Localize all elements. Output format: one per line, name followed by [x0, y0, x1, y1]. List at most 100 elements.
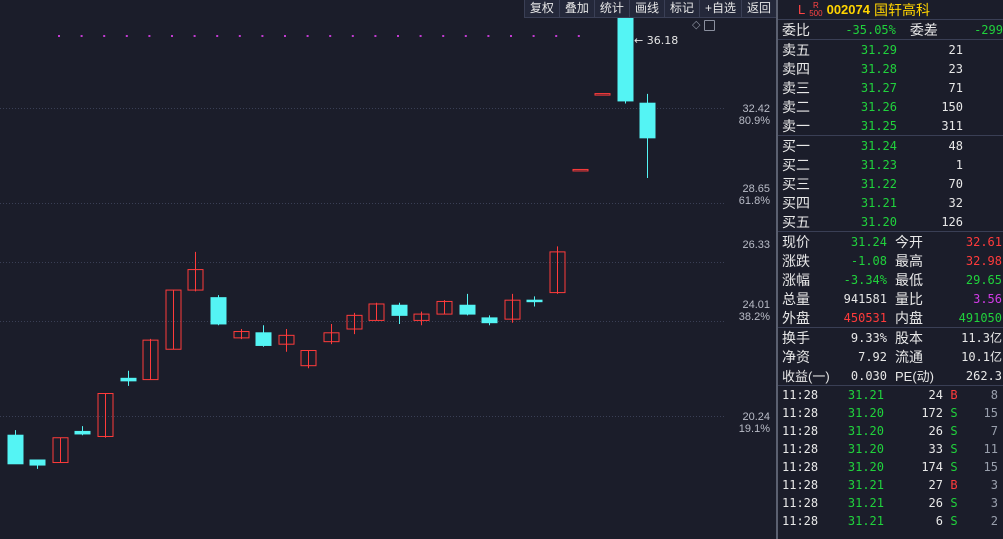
bid-row[interactable]: 买五 31.20 126 [778, 212, 1003, 231]
candle-body [504, 299, 521, 320]
tick-volume: 172 [921, 406, 943, 420]
ask-row[interactable]: 卖一 31.25 311 [778, 116, 1003, 135]
current-price-label: 现价 [782, 233, 810, 250]
tick-price: 31.20 [847, 406, 884, 420]
candle-body [436, 300, 453, 315]
tick-list[interactable]: 11:28 31.21 24 B 8 11:28 31.20 172 S 15 … [778, 386, 1003, 530]
event-marker [103, 35, 106, 37]
stock-header: L R 500 002074 国轩高科 [778, 0, 1003, 20]
bid-row[interactable]: 买二 31.23 1 [778, 155, 1003, 174]
tick-count: 15 [983, 460, 998, 474]
index-badge-500: 500 [809, 8, 823, 18]
quote-row: 涨跌 -1.08 最高 32.98 [778, 251, 1003, 270]
tick-volume: 27 [928, 478, 943, 492]
statistics-button[interactable]: 统计 [595, 0, 630, 17]
tick-time: 11:28 [782, 388, 819, 402]
ask-levels: 卖五 31.29 21 卖四 31.28 23 卖三 31.27 71 卖二 3… [778, 40, 1003, 136]
candle-body [300, 350, 317, 367]
bid-label: 买三 [782, 175, 810, 192]
event-marker [487, 35, 490, 37]
pe-label: PE(动) [895, 369, 935, 384]
bid-label: 买一 [782, 137, 810, 154]
axis-percent-label: 19.1% [738, 423, 770, 435]
ask-row[interactable]: 卖二 31.26 150 [778, 97, 1003, 116]
bid-row[interactable]: 买四 31.21 32 [778, 193, 1003, 212]
ask-volume: 71 [948, 80, 963, 95]
ask-row[interactable]: 卖三 31.27 71 [778, 78, 1003, 97]
mark-button[interactable]: 标记 [665, 0, 700, 17]
bid-levels: 买一 31.24 48 买二 31.23 1 买三 31.22 70 买四 31… [778, 136, 1003, 232]
tick-price: 31.20 [847, 424, 884, 438]
axis-price-label: 20.24 [742, 411, 770, 423]
bid-row[interactable]: 买三 31.22 70 [778, 174, 1003, 193]
candle-body [142, 339, 159, 381]
event-marker [464, 35, 467, 37]
turnover-value: 9.33% [850, 330, 887, 345]
open-value: 32.61 [965, 234, 1002, 249]
candlestick-plot[interactable] [0, 0, 726, 539]
order-ratio-value: -35.05% [845, 22, 896, 37]
tick-side: S [950, 460, 958, 474]
axis-percent-label: 80.9% [738, 115, 770, 127]
restore-rights-button[interactable]: 复权 [525, 0, 560, 17]
peak-arrow-icon: ← [634, 34, 644, 47]
float-value: 10.1亿 [961, 350, 1002, 364]
back-button[interactable]: 返回 [746, 1, 771, 15]
bid-label: 买四 [782, 194, 810, 211]
axis-price-label: 32.42 [742, 103, 770, 115]
inner-volume-label: 内盘 [895, 309, 923, 326]
bid-price: 31.24 [860, 138, 897, 153]
candle-body [617, 12, 634, 102]
overlay-button[interactable]: 叠加 [560, 0, 595, 17]
tick-count: 11 [983, 442, 998, 456]
candle-body [255, 332, 272, 346]
volume-label: 总量 [782, 290, 810, 307]
ask-row[interactable]: 卖五 31.29 21 [778, 40, 1003, 59]
current-price-value: 31.24 [850, 234, 887, 249]
kline-chart[interactable]: ← 36.18 32.42 80.9% 28.65 61.8% 26.33 24… [0, 0, 776, 539]
tick-time: 11:28 [782, 496, 819, 510]
ask-row[interactable]: 卖四 31.28 23 [778, 59, 1003, 78]
share-capital-label: 股本 [895, 329, 923, 346]
ask-price: 31.29 [860, 42, 897, 57]
event-marker [577, 35, 580, 37]
candle-body [97, 392, 114, 437]
panel-divider[interactable] [776, 0, 778, 539]
tick-price: 31.21 [847, 514, 884, 528]
diamond-icon[interactable]: ◇ [692, 19, 701, 31]
tick-count: 8 [990, 388, 998, 402]
draw-line-button[interactable]: 画线 [630, 0, 665, 17]
tick-row: 11:28 31.21 27 B 3 [778, 476, 1003, 494]
float-label: 流通 [895, 348, 923, 365]
net-assets-value: 7.92 [858, 349, 887, 364]
candle-body [165, 289, 182, 350]
tick-volume: 26 [928, 424, 943, 438]
tick-volume: 24 [928, 388, 943, 402]
order-ratio-row: 委比 -35.05% 委差 -299 [778, 20, 1003, 40]
tick-time: 11:28 [782, 442, 819, 456]
ask-label: 卖五 [782, 41, 810, 58]
share-capital-value: 11.3亿 [961, 331, 1002, 345]
window-icon[interactable] [704, 20, 716, 31]
candle-body [233, 331, 250, 339]
event-marker [80, 35, 83, 37]
add-watchlist-button[interactable]: +自选 [700, 0, 742, 17]
bid-label: 买二 [782, 156, 810, 173]
volume-value: 941581 [843, 291, 887, 306]
tick-row: 11:28 31.21 24 B 8 [778, 386, 1003, 404]
tick-time: 11:28 [782, 460, 819, 474]
index-badge-r: R [813, 0, 819, 10]
order-ratio-label: 委比 [782, 21, 810, 38]
event-marker [532, 35, 535, 37]
bid-row[interactable]: 买一 31.24 48 [778, 136, 1003, 155]
tick-volume: 174 [921, 460, 943, 474]
candle-body [187, 269, 204, 291]
candle-body [74, 430, 91, 435]
bid-volume: 1 [955, 157, 963, 172]
tick-price: 31.21 [847, 388, 884, 402]
candle-body [323, 332, 340, 343]
price-axis: 32.42 80.9% 28.65 61.8% 26.33 24.01 38.2… [726, 0, 774, 539]
bid-price: 31.20 [860, 214, 897, 229]
event-marker [306, 35, 309, 37]
tick-side: S [950, 514, 958, 528]
